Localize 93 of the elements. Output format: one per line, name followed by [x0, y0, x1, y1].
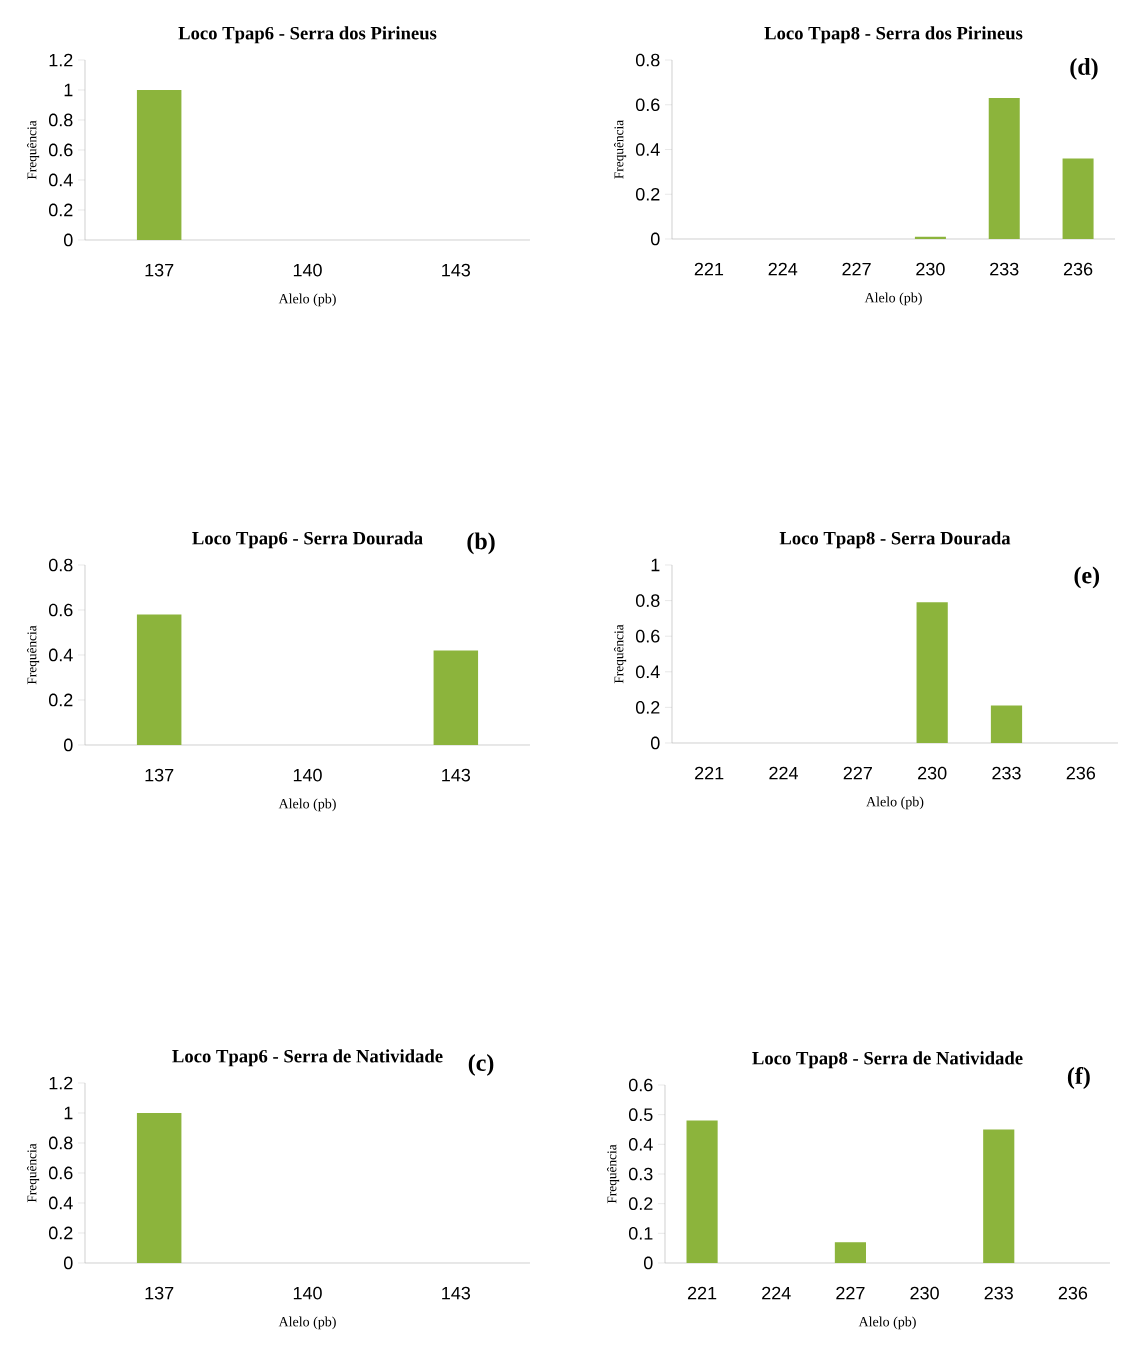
y-tick-label: 0.4 — [635, 665, 660, 679]
y-tick-label: 0.2 — [48, 1226, 73, 1240]
x-tick-label: 224 — [768, 262, 798, 276]
x-tick-label: 140 — [293, 263, 322, 277]
text: (b) — [467, 532, 495, 555]
y-axis-title: Frequência — [606, 1144, 620, 1204]
y-tick-label: 0.2 — [635, 187, 660, 201]
annotation: (e) — [1074, 566, 1100, 589]
x-tick-label: 224 — [762, 1286, 791, 1300]
bar — [988, 98, 1020, 239]
x-tick-label: 137 — [145, 1286, 174, 1300]
y-tick-label: 0.8 — [635, 53, 660, 67]
y-tick-label: 0 — [63, 738, 73, 752]
chart-title: Loco Tpap6 - Serra Dourada — [192, 531, 423, 549]
chart-title: Loco Tpap8 - Serra de Natividade — [752, 1051, 1023, 1069]
annotation: (d) — [1070, 58, 1098, 80]
x-axis-title: Alelo (pb) — [278, 1316, 336, 1330]
y-axis-title: Frequência — [26, 120, 40, 180]
x-tick-label: 221 — [695, 766, 724, 780]
y-tick-label: 0 — [650, 736, 660, 750]
y-tick-label: 1.2 — [49, 1076, 73, 1090]
annotation: (f) — [1067, 1066, 1090, 1089]
x-tick-label: 143 — [442, 1286, 471, 1300]
y-tick-label: 1 — [64, 1106, 73, 1120]
bar — [686, 1120, 718, 1263]
y-tick-label: 0.6 — [48, 143, 73, 157]
bar — [1062, 158, 1094, 239]
y-tick-label: 0.4 — [48, 173, 73, 187]
y-tick-label: 0.8 — [635, 594, 660, 607]
y-tick-label: 0 — [63, 233, 73, 247]
y-tick-label: 0.2 — [628, 1197, 653, 1211]
x-axis-title: Alelo (pb) — [278, 798, 336, 812]
y-tick-label: 0.2 — [48, 203, 73, 217]
y-tick-label: 0.4 — [48, 648, 73, 662]
y-tick-label: 1.2 — [49, 53, 73, 67]
x-tick-label: 143 — [442, 263, 471, 277]
y-tick-label: 1 — [64, 83, 73, 97]
x-tick-label: 137 — [145, 768, 174, 782]
x-axis-title: Alelo (pb) — [278, 293, 336, 307]
y-axis-title: Frequência — [613, 624, 627, 684]
x-axis-title: Alelo (pb) — [866, 796, 924, 810]
y-tick-label: 0.4 — [628, 1137, 653, 1151]
x-tick-label: 236 — [1066, 766, 1096, 780]
x-tick-label: 230 — [916, 262, 945, 276]
y-tick-label: 0.4 — [635, 143, 660, 156]
x-tick-label: 227 — [843, 766, 872, 780]
y-tick-label: 0.8 — [48, 558, 73, 572]
x-tick-label: 230 — [910, 1286, 939, 1300]
x-tick-label: 236 — [1058, 1286, 1088, 1300]
x-tick-label: 233 — [992, 766, 1021, 780]
x-tick-label: 221 — [687, 1286, 717, 1300]
y-tick-label: 0 — [63, 1256, 73, 1270]
x-tick-label: 233 — [984, 1286, 1013, 1300]
y-axis-title: Frequência — [613, 120, 627, 179]
chart-title: Loco Tpap8 - Serra dos Pirineus — [764, 26, 1023, 44]
y-tick-label: 0.6 — [48, 1166, 73, 1180]
chart-title: Loco Tpap6 - Serra dos Pirineus — [178, 26, 437, 44]
y-tick-label: 0.8 — [48, 113, 73, 127]
x-tick-label: 236 — [1063, 262, 1093, 276]
bar — [983, 1129, 1015, 1263]
x-tick-label: 230 — [918, 766, 947, 780]
y-tick-label: 0.6 — [628, 1078, 653, 1092]
y-tick-label: 0.1 — [628, 1226, 653, 1240]
bar — [914, 236, 946, 239]
x-tick-label: 227 — [836, 1286, 865, 1300]
x-tick-label: 224 — [769, 766, 798, 780]
x-axis-title: Alelo (pb) — [858, 1316, 916, 1330]
y-tick-label: 0.3 — [628, 1167, 653, 1181]
y-tick-label: 0 — [643, 1256, 653, 1270]
y-tick-label: 0.2 — [635, 701, 660, 714]
text: (c) — [468, 1054, 494, 1076]
chart-title: Loco Tpap8 - Serra Dourada — [779, 531, 1011, 549]
y-tick-label: 0 — [650, 232, 660, 246]
x-tick-label: 143 — [442, 768, 471, 782]
x-tick-label: 140 — [293, 768, 322, 782]
x-tick-label: 221 — [694, 262, 724, 276]
x-axis-title: Alelo (pb) — [864, 292, 922, 306]
bar — [834, 1242, 866, 1263]
x-tick-label: 227 — [842, 262, 871, 276]
y-axis-title: Frequência — [26, 625, 40, 685]
y-tick-label: 0.5 — [628, 1108, 653, 1122]
y-tick-label: 0.6 — [635, 629, 660, 643]
x-tick-label: 137 — [145, 263, 174, 277]
y-tick-label: 0.6 — [48, 603, 73, 617]
y-axis-title: Frequência — [26, 1143, 40, 1203]
chart-title: Loco Tpap6 - Serra de Natividade — [172, 1049, 443, 1067]
y-tick-label: 0.4 — [48, 1196, 73, 1210]
y-tick-label: 0.6 — [635, 98, 660, 112]
x-tick-label: 233 — [990, 262, 1019, 276]
y-tick-label: 0.8 — [48, 1136, 73, 1150]
y-tick-label: 1 — [651, 558, 660, 572]
x-tick-label: 140 — [293, 1286, 322, 1300]
y-tick-label: 0.2 — [48, 693, 73, 707]
